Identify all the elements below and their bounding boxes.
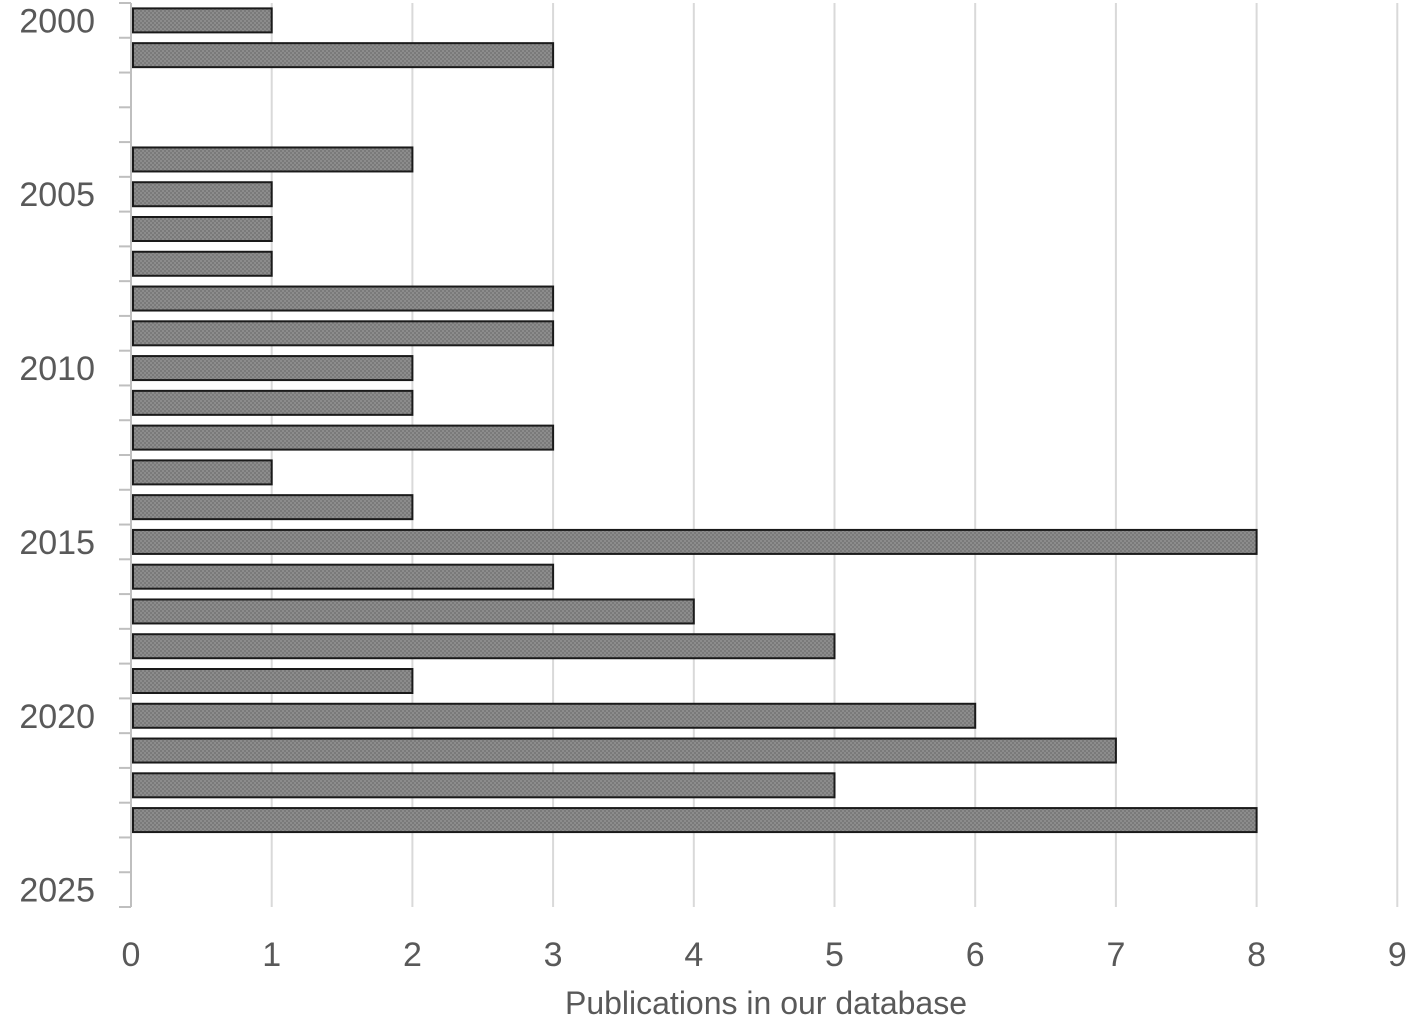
x-tick-label-0: 0 [122,936,141,974]
bar-2021 [132,737,1117,764]
bar-2009 [132,320,555,347]
bar-2011 [132,389,414,416]
bar-2017 [132,598,695,625]
bar-2012 [132,424,555,451]
y-tick-label-2015: 2015 [19,524,95,562]
x-tick-labels: 0 1 2 3 4 5 6 7 8 9 [122,936,1407,974]
bar-2010 [132,355,414,382]
bar-2005 [132,181,273,208]
bars [132,7,1258,834]
x-tick-label-3: 3 [544,936,563,974]
x-tick-label-7: 7 [1106,936,1125,974]
x-tick-label-5: 5 [825,936,844,974]
axes [119,2,132,908]
y-tick-label-2010: 2010 [19,350,95,388]
bar-2015 [132,528,1258,555]
x-tick-label-4: 4 [684,936,703,974]
y-tick-label-2025: 2025 [19,872,95,910]
bar-2004 [132,146,414,173]
x-tick-label-2: 2 [403,936,422,974]
y-tick-label-2000: 2000 [19,2,95,40]
bar-2008 [132,285,555,312]
bar-2007 [132,250,273,277]
y-tick-label-2020: 2020 [19,698,95,736]
bar-2016 [132,563,555,590]
bar-2022 [132,772,836,799]
gridlines [270,3,1399,907]
bar-2019 [132,668,414,694]
x-axis-title: Publications in our database [565,985,967,1021]
bar-2001 [132,42,555,69]
x-tick-label-1: 1 [262,936,281,974]
x-tick-label-6: 6 [966,936,985,974]
bar-2018 [132,633,836,660]
bar-2000 [132,7,273,34]
bar-2006 [132,216,273,242]
bar-2013 [132,459,273,486]
x-tick-label-8: 8 [1247,936,1266,974]
y-tick-labels: 2000 2005 2010 2015 2020 2025 [19,2,95,909]
bar-2023 [132,807,1258,834]
y-tick-label-2005: 2005 [19,176,95,214]
bar-2014 [132,494,414,521]
bar-2020 [132,702,977,729]
x-tick-label-9: 9 [1388,936,1407,974]
